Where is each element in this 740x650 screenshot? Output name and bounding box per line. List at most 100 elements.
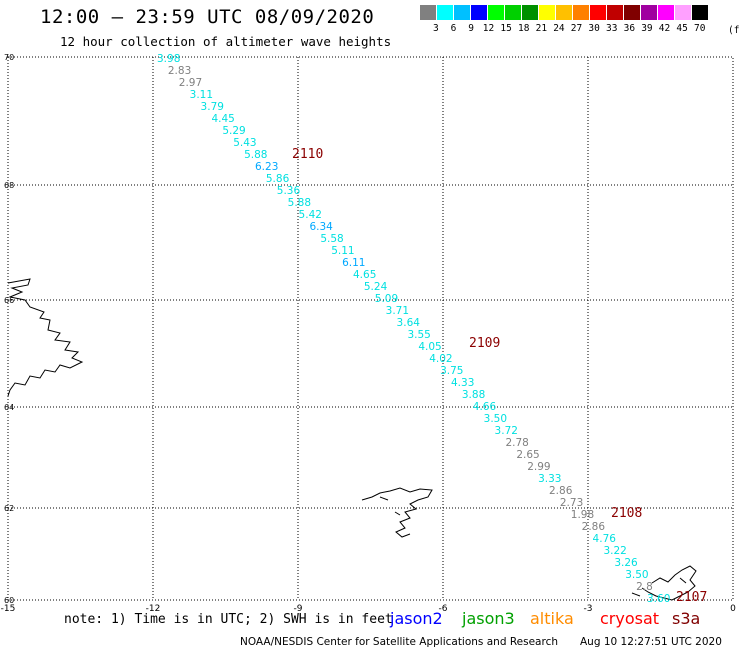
legend-swatches xyxy=(420,5,709,20)
wave-height-value: 5.58 xyxy=(320,233,343,245)
wave-height-value: 4.65 xyxy=(353,269,376,281)
wave-height-value: 3.11 xyxy=(190,89,213,101)
satellite-name: jason2 xyxy=(390,609,443,628)
wave-height-value: 2.99 xyxy=(527,461,550,473)
legend-swatch xyxy=(675,5,692,20)
wave-height-value: 5.88 xyxy=(288,197,311,209)
legend-swatch xyxy=(573,5,590,20)
wave-height-value: 3.55 xyxy=(407,329,430,341)
map-title: 12:00 — 23:59 UTC 08/09/2020 xyxy=(40,6,375,28)
wave-height-value: 5.29 xyxy=(222,125,245,137)
wave-height-value: 2.78 xyxy=(505,437,528,449)
wave-height-value: 2.83 xyxy=(168,65,191,77)
wave-height-value: 2.86 xyxy=(549,485,573,497)
wave-height-value: 2.73 xyxy=(560,497,583,509)
legend-swatch xyxy=(454,5,471,20)
legend-swatch xyxy=(641,5,658,20)
lat-tick-label: 60 xyxy=(4,596,14,605)
iceland-coast xyxy=(7,278,84,397)
satellite-name: altika xyxy=(530,609,574,628)
wave-height-value: 5.24 xyxy=(364,281,388,293)
lon-tick-label: 0 xyxy=(730,604,736,614)
legend-swatch xyxy=(522,5,539,20)
lon-tick-label: -15 xyxy=(1,604,16,614)
wave-height-value: 4.05 xyxy=(418,341,441,353)
wave-height-value: 5.42 xyxy=(299,209,322,221)
wave-height-value: 3.50 xyxy=(625,569,648,581)
legend-swatch xyxy=(420,5,437,20)
wave-height-value: 5.86 xyxy=(266,173,290,185)
legend-swatch xyxy=(488,5,505,20)
lat-tick-label: 66 xyxy=(4,296,14,305)
wave-height-readings: 3.982.832.973.113.794.455.295.435.886.23… xyxy=(157,53,670,605)
legend-swatch xyxy=(658,5,675,20)
legend-label: 15 xyxy=(500,23,512,34)
wave-height-value: 4.66 xyxy=(473,401,497,413)
pass-time-label: 2107 xyxy=(676,590,707,605)
legend-unit: (ft) xyxy=(728,25,740,36)
legend-label: 30 xyxy=(588,23,600,34)
axis-ticks: 70 68 66 64 62 60-15 -12 -9 -6 -3 0 xyxy=(1,53,736,614)
legend-label: 70 xyxy=(694,23,706,34)
legend-swatch xyxy=(505,5,522,20)
credit-text: NOAA/NESDIS Center for Satellite Applica… xyxy=(240,636,558,648)
wave-height-value: 6.11 xyxy=(342,257,365,269)
shetland-islands xyxy=(631,565,697,601)
wave-height-value: 6.23 xyxy=(255,161,278,173)
legend-swatch xyxy=(607,5,624,20)
wave-height-value: 5.09 xyxy=(375,293,398,305)
wave-height-value: 4.76 xyxy=(593,533,617,545)
legend-label: 36 xyxy=(623,23,636,34)
lat-tick-label: 64 xyxy=(4,403,14,412)
wave-height-value: 4.45 xyxy=(211,113,234,125)
legend-labels: 3 6 9 12 15 18 21 24 27 30 33 36 39 42 45 70 xyxy=(420,23,709,35)
legend-swatch xyxy=(692,5,709,20)
lon-tick-label: -12 xyxy=(146,604,161,614)
units-note: note: 1) Time is in UTC; 2) SWH is in fe… xyxy=(64,612,393,627)
lat-tick-label: 62 xyxy=(4,504,14,513)
wave-height-value: 2.97 xyxy=(179,77,202,89)
legend-label: 33 xyxy=(606,23,618,34)
satellite-name: jason3 xyxy=(462,609,515,628)
satellite-name: s3a xyxy=(672,609,701,628)
legend-label: 42 xyxy=(658,23,671,34)
pass-time-label: 2110 xyxy=(292,147,323,162)
legend-label: 6 xyxy=(450,23,457,34)
satellite-name: cryosat xyxy=(600,609,660,628)
wave-height-value: 3.33 xyxy=(538,473,561,485)
wave-height-value: 3.64 xyxy=(397,317,421,329)
legend-label: 21 xyxy=(535,23,548,34)
wave-height-value: 3.50 xyxy=(484,413,507,425)
lat-lon-grid xyxy=(7,56,734,601)
land-outlines xyxy=(7,278,697,601)
wave-height-value: 5.88 xyxy=(244,149,267,161)
legend-label: 45 xyxy=(676,23,688,34)
wave-height-value: 4.33 xyxy=(451,377,474,389)
legend-label: 9 xyxy=(468,23,474,34)
wave-height-value: 5.43 xyxy=(233,137,256,149)
wave-height-value: 5.36 xyxy=(277,185,301,197)
lat-tick-label: 70 xyxy=(4,53,14,62)
wave-height-value: 3.98 xyxy=(157,53,180,65)
wave-height-value: 3.72 xyxy=(495,425,518,437)
wave-height-value: 2.86 xyxy=(582,521,606,533)
lon-tick-label: -9 xyxy=(294,604,303,614)
map-frame xyxy=(7,56,734,601)
wave-height-value: 1.98 xyxy=(571,509,594,521)
wave-height-value: 6.34 xyxy=(309,221,333,233)
wave-height-value: 3.71 xyxy=(386,305,409,317)
wave-height-value: 3.26 xyxy=(614,557,638,569)
wave-height-value: 2.8 xyxy=(636,581,653,593)
wave-height-value: 3.60 xyxy=(647,593,670,605)
legend-swatch xyxy=(556,5,573,20)
legend-swatch xyxy=(471,5,488,20)
wave-height-value: 3.75 xyxy=(440,365,463,377)
lon-tick-label: -6 xyxy=(439,604,448,614)
legend-swatch xyxy=(590,5,607,20)
legend-swatch xyxy=(539,5,556,20)
lon-tick-label: -3 xyxy=(584,604,593,614)
faroe-islands xyxy=(361,487,433,538)
legend-label: 39 xyxy=(641,23,653,34)
